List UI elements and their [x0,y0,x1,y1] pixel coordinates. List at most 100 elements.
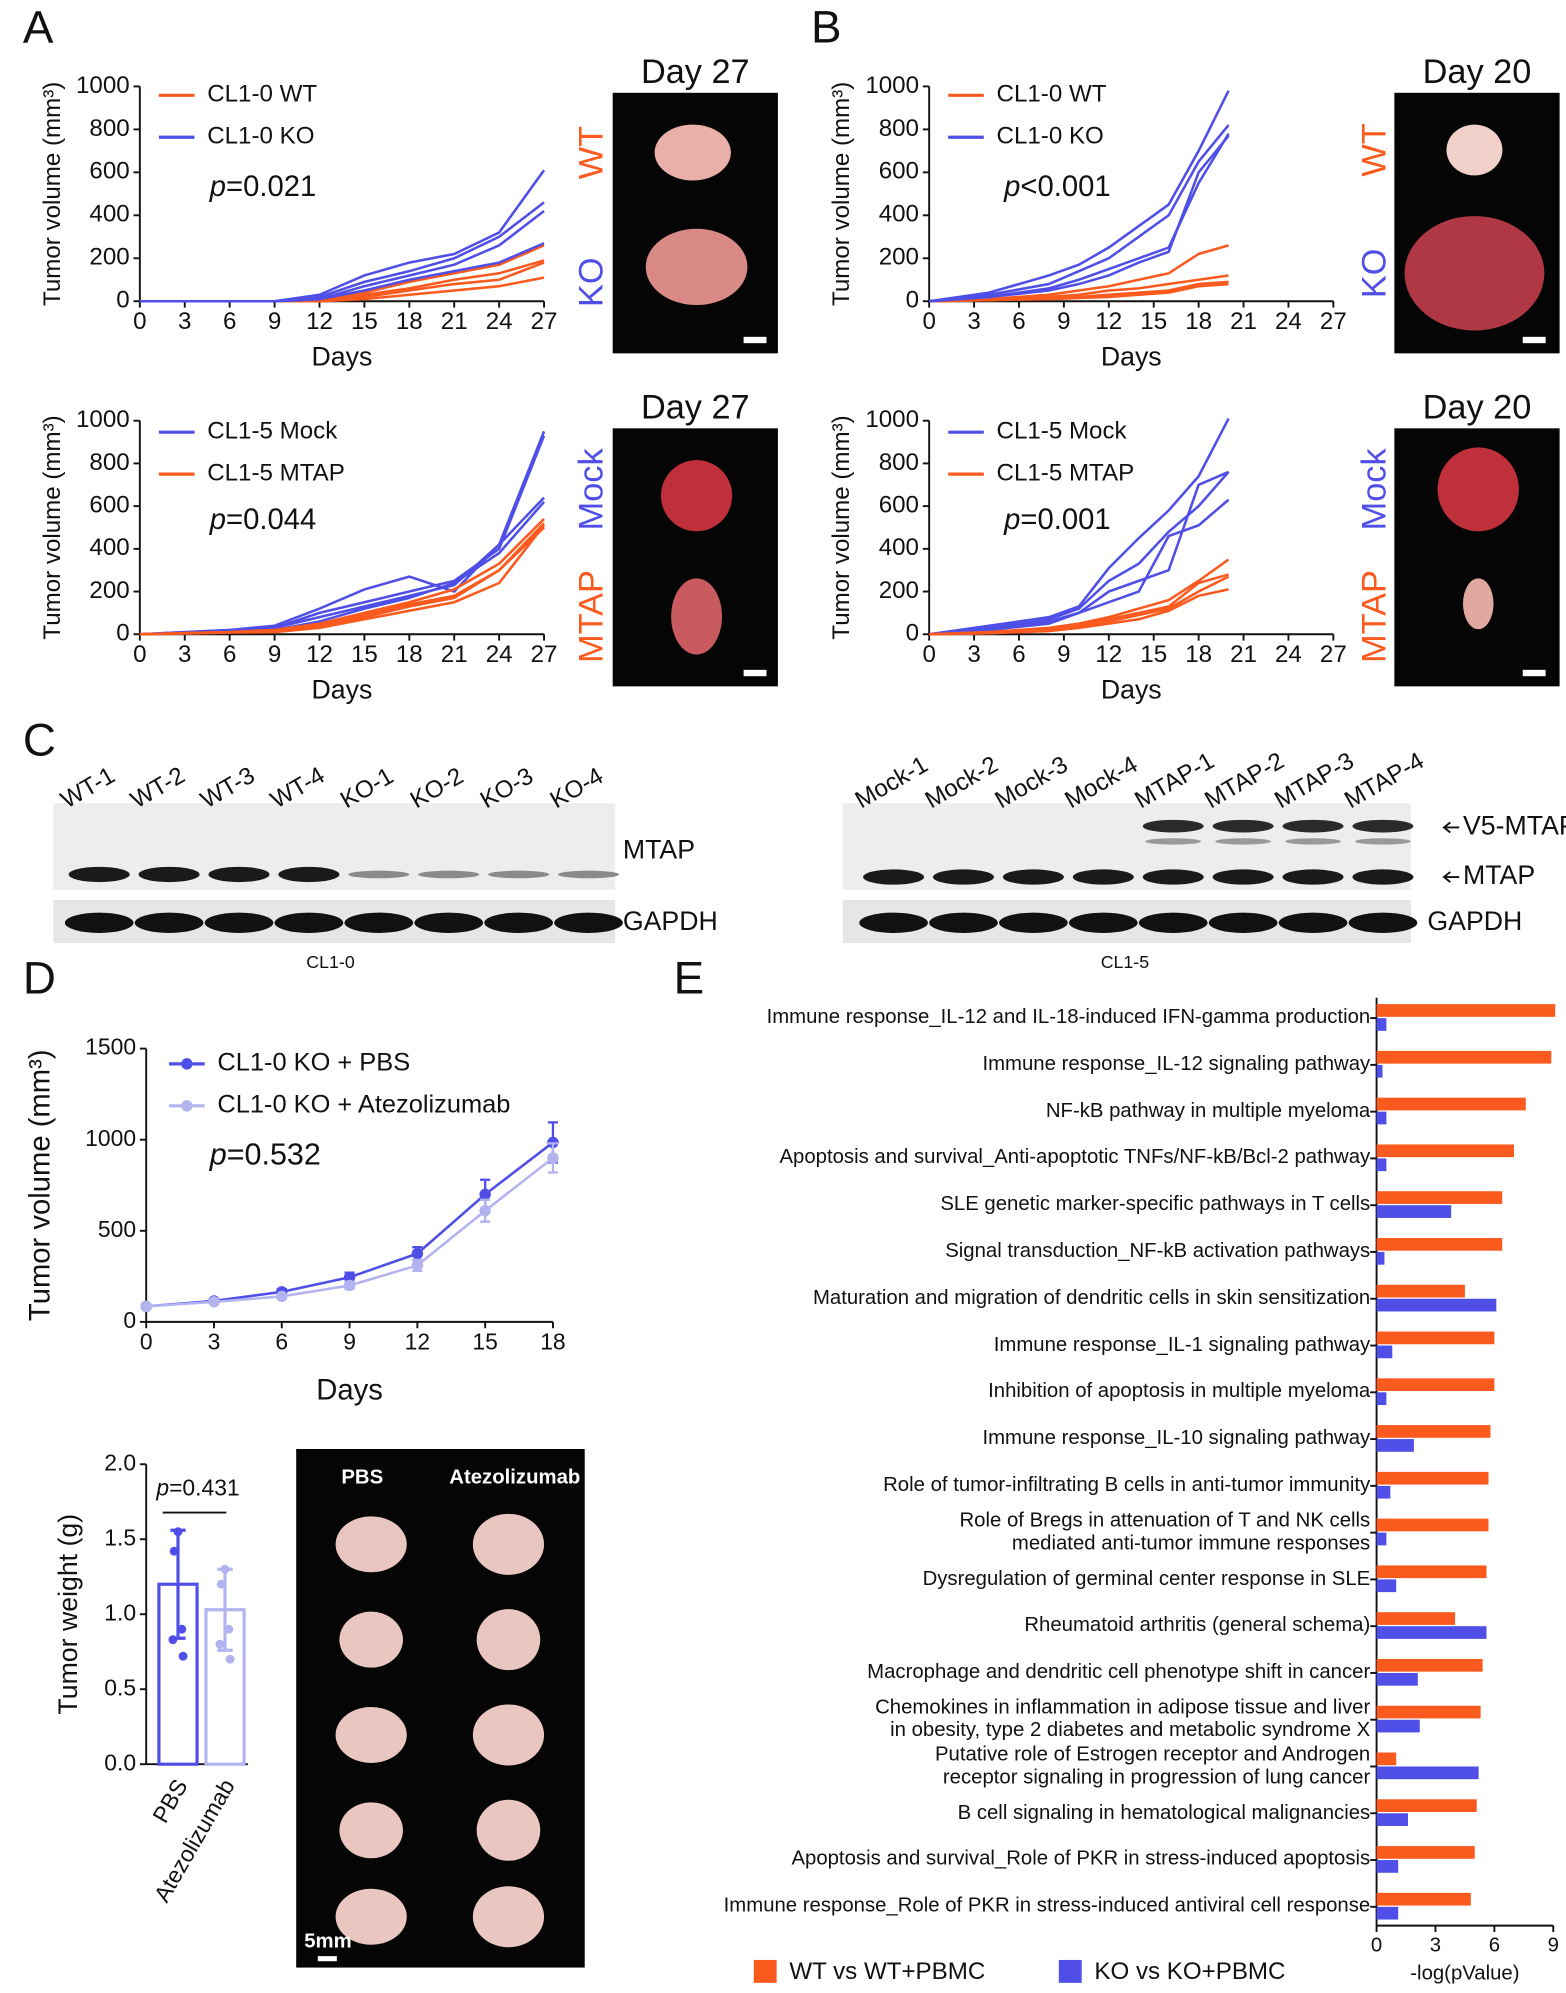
x-tick-label: 21 [441,308,468,335]
scale-bar [1522,336,1546,344]
x-tick-label: 18 [540,1329,565,1355]
band [1145,838,1202,845]
tumor [335,1516,407,1573]
x-tick-label: 0 [922,308,935,335]
bar [1376,1004,1556,1017]
legend-label: CL1-0 KO + Atezolizumab [217,1091,510,1119]
band [1352,869,1414,885]
band [1348,912,1418,933]
x-tick-label: 0 [1371,1934,1382,1956]
bar [1376,1518,1489,1532]
category-label-text: Rheumatoid arthritis (general schema) [1024,1614,1371,1637]
data-point [215,1639,225,1649]
data-line [929,471,1230,636]
legend-label: CL1-0 KO + PBS [217,1049,410,1077]
p-value: p=0.532 [209,1138,321,1172]
data-point [220,1564,230,1574]
y-axis-title: Tumor weight (g) [53,1514,83,1715]
legend-swatch [753,1959,777,1983]
tumor [1437,447,1519,532]
band [274,912,344,933]
data-line [139,524,546,636]
y-tick-label: 1000 [76,72,130,99]
tumor [339,1611,403,1668]
p-value: p<0.001 [1003,171,1110,203]
y-tick-label: 0 [123,1307,136,1333]
photo-label: WT [573,126,611,179]
p-symbol: p [209,504,226,536]
tumor [660,460,733,532]
data-point [479,1188,491,1201]
x-tick-label: 12 [306,641,333,668]
photo-title: Day 20 [1423,53,1532,91]
band [1285,838,1341,845]
p-value: p=0.021 [209,171,316,203]
scale-bar [317,1956,337,1962]
blot-cell-line: CL1-5 [1101,952,1150,972]
panel-letter: A [23,2,54,53]
x-axis-title: Days [312,341,373,371]
y-tick-label: 800 [879,449,919,476]
category-label-text: Chemokines in inflammation in adipose ti… [875,1696,1371,1742]
category-label: Dysregulation of germinal center respons… [923,1568,1371,1590]
x-tick-label: 0 [922,641,935,668]
bar [1376,1705,1481,1719]
band [558,870,620,879]
tumor [476,1799,541,1861]
bar [1376,1298,1497,1312]
category-label: Signal transduction_NF-kB activation pat… [945,1241,1370,1263]
y-tick-label: 200 [879,244,919,271]
category-label: Apoptosis and survival_Role of PKR in st… [791,1849,1370,1871]
x-axis-title: -log(pValue) [1410,1962,1519,1984]
band [208,866,270,883]
tumor [476,1609,541,1671]
legend-label: CL1-5 Mock [997,418,1128,445]
category-label: Chemokines in inflammation in adipose ti… [875,1696,1371,1742]
band [488,870,550,879]
band-label: MTAP [623,835,695,865]
band [1215,838,1272,845]
y-tick-label: 600 [89,492,129,519]
data-line [928,417,1230,636]
band [1278,912,1348,933]
category-label: Inhibition of apoptosis in multiple myel… [988,1381,1370,1403]
band [1068,912,1138,933]
y-tick-label: 600 [879,158,919,185]
bar [1376,1097,1526,1111]
band [68,866,130,883]
data-point [276,1290,288,1303]
photo-label: Mock [573,448,611,531]
x-axis-title: Days [1101,674,1162,704]
data-line [929,133,1230,303]
data-point [169,1546,179,1556]
tumor [335,1707,407,1763]
data-line [928,90,1230,303]
panel-letter: E [674,952,705,1003]
band [204,912,274,933]
band [1282,869,1344,885]
y-tick-label: 800 [879,115,919,142]
x-tick-label: 24 [1275,641,1302,668]
data-point [479,1205,491,1217]
data-point [168,1635,178,1645]
category-label: Rheumatoid arthritis (general schema) [1024,1614,1371,1637]
blot-cell-line: CL1-0 [306,952,355,972]
legend-label: CL1-5 MTAP [207,459,345,486]
bar [1376,1799,1477,1813]
bar [1376,1626,1487,1639]
x-tick-label: 12 [1095,641,1122,668]
photo-label: Atezolizumab [449,1467,580,1489]
scale-label: 5mm [304,1931,351,1953]
y-tick-label: 200 [89,577,129,604]
x-tick-label: 18 [396,308,423,335]
bar [1376,1331,1495,1345]
p-text: <0.001 [1020,171,1110,203]
category-label-text: Immune response_IL-12 and IL-18-induced … [766,1006,1371,1029]
x-tick-label: 15 [1140,308,1167,335]
band [1138,912,1208,933]
bar [1376,1191,1503,1204]
x-tick-label: 12 [405,1329,430,1355]
category-label-text: Immune response_IL-12 signaling pathway [982,1053,1371,1076]
category-label: Maturation and migration of dendritic ce… [813,1287,1370,1309]
